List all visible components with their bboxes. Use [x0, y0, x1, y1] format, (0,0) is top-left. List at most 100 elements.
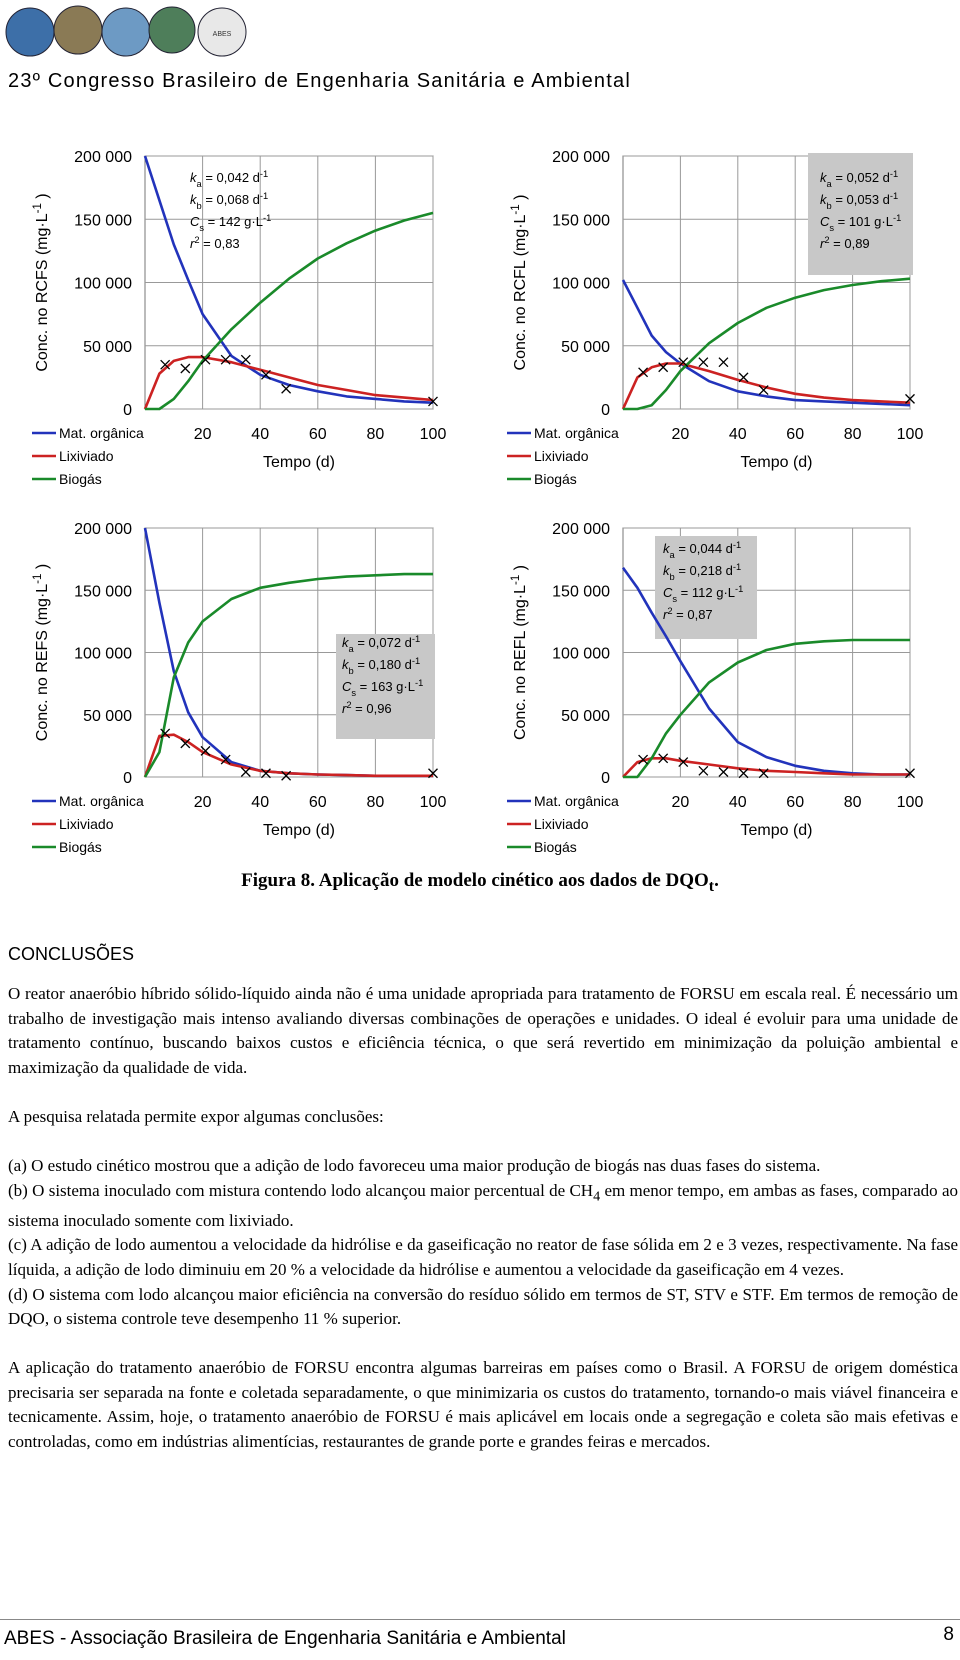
series-line — [143, 155, 434, 404]
text-run: r — [190, 236, 195, 251]
legend-label: Lixiviado — [59, 448, 114, 464]
text-run: ) — [34, 193, 51, 203]
y-tick-label: 200 000 — [74, 521, 132, 538]
paragraph: (c) A adição de lodo aumentou a velocida… — [8, 1233, 958, 1282]
annotation-line: kb = 0,068 d-1 — [190, 191, 268, 211]
annotation-line: Cs = 112 g·L-1 — [663, 584, 743, 604]
text-run: s — [351, 688, 356, 698]
text-run: -1 — [890, 191, 898, 201]
series-line — [623, 638, 910, 779]
text-run: = 0,96 — [352, 701, 392, 716]
observed-point — [718, 357, 729, 368]
text-run: (d) O sistema com lodo alcançou maior ef… — [8, 1284, 958, 1329]
text-run: (b) O sistema inoculado com mistura cont… — [8, 1180, 594, 1200]
annotation-line: kb = 0,180 d-1 — [342, 656, 420, 676]
annotation-line: Cs = 163 g·L-1 — [342, 678, 423, 698]
text-run: a — [349, 644, 355, 654]
observed-point — [738, 372, 749, 383]
x-tick-label: 20 — [194, 794, 212, 811]
y-tick-label: 0 — [123, 402, 132, 419]
legend-label: Lixiviado — [534, 448, 589, 464]
text-run: r — [342, 701, 347, 716]
paragraph: (a) O estudo cinético mostrou que a adiç… — [8, 1154, 958, 1179]
x-tick-label: 60 — [786, 794, 804, 811]
annotation-line: ka = 0,044 d-1 — [663, 540, 741, 560]
text-block: O reator anaeróbio híbrido sólido-líquid… — [8, 982, 958, 1080]
observed-point — [758, 385, 769, 395]
text-run: -1 — [32, 203, 44, 213]
text-run: O reator anaeróbio híbrido sólido-líquid… — [8, 984, 958, 1077]
observed-point — [905, 768, 915, 779]
text-run: -1 — [510, 204, 522, 214]
text-run: -1 — [412, 656, 420, 666]
y-tick-label: 200 000 — [74, 149, 132, 166]
text-run: = 0,87 — [673, 607, 713, 622]
observed-point — [698, 357, 709, 368]
observed-point — [200, 745, 211, 756]
x-tick-label: 20 — [194, 426, 212, 443]
paragraph: O reator anaeróbio híbrido sólido-líquid… — [8, 982, 958, 1080]
svg-text:ABES: ABES — [213, 31, 232, 38]
y-tick-label: 0 — [601, 402, 610, 419]
observed-point — [281, 770, 292, 781]
text-run: Conc. no RCFS (mg·L — [34, 213, 51, 371]
y-axis-label: Conc. no RCFL (mg·L-1 ) — [510, 195, 529, 371]
text-run: = 101 g·L — [834, 214, 893, 229]
observed-point — [261, 768, 271, 779]
y-tick-label: 0 — [601, 770, 610, 787]
observed-point — [220, 754, 231, 765]
text-run: (a) O estudo cinético mostrou que a adiç… — [8, 1156, 821, 1176]
x-tick-label: 60 — [786, 426, 804, 443]
observed-point — [678, 357, 689, 368]
observed-point — [658, 753, 669, 764]
text-run: b — [197, 201, 202, 211]
text-run: -1 — [260, 169, 268, 179]
text-run: k — [342, 657, 350, 672]
text-run: s — [672, 594, 677, 604]
text-run: = 112 g·L — [677, 585, 735, 600]
x-axis-label: Tempo (d) — [263, 822, 335, 839]
x-tick-label: 40 — [251, 426, 269, 443]
x-tick-label: 100 — [420, 426, 447, 443]
x-tick-label: 80 — [367, 426, 385, 443]
x-tick-label: 100 — [897, 794, 924, 811]
x-tick-label: 100 — [420, 794, 447, 811]
text-block: A aplicação do tratamento anaeróbio de F… — [8, 1356, 958, 1454]
text-run: = 0,052 d — [832, 170, 890, 185]
legend-label: Biogás — [59, 471, 102, 487]
text-run: b — [670, 572, 675, 582]
x-tick-label: 40 — [729, 426, 747, 443]
y-tick-label: 150 000 — [552, 583, 610, 600]
paragraph: (b) O sistema inoculado com mistura cont… — [8, 1179, 958, 1234]
logo: ABES — [5, 5, 247, 57]
text-run: = 0,053 d — [832, 192, 890, 207]
x-tick-label: 80 — [844, 794, 862, 811]
text-run: -1 — [733, 540, 741, 550]
text-run: r — [663, 607, 668, 622]
y-tick-label: 200 000 — [552, 149, 610, 166]
observed-point — [200, 354, 211, 365]
y-tick-label: 100 000 — [552, 646, 610, 663]
observed-point — [281, 383, 292, 394]
observed-point — [758, 768, 769, 779]
series-line — [143, 355, 434, 410]
legend-label: Mat. orgânica — [534, 425, 619, 441]
annotation-box — [336, 634, 435, 739]
annotation-line: ka = 0,042 d-1 — [190, 169, 268, 189]
series-line — [145, 211, 434, 411]
x-tick-label: 80 — [844, 426, 862, 443]
text-run: s — [829, 223, 834, 233]
text-run: ) — [512, 195, 529, 205]
text-run: Conc. no REFS (mg·L — [34, 584, 51, 741]
y-tick-label: 50 000 — [83, 708, 132, 725]
observed-point — [160, 359, 171, 370]
annotation-line: ka = 0,072 d-1 — [342, 634, 420, 654]
text-run: k — [820, 170, 828, 185]
y-axis-label: Conc. no REFL (mg·L-1 ) — [510, 565, 529, 740]
x-tick-label: 20 — [672, 426, 690, 443]
y-tick-label: 50 000 — [83, 339, 132, 356]
x-axis-label: Tempo (d) — [740, 454, 812, 471]
observed-point — [738, 768, 749, 779]
text-run: em menor tempo, em ambas as fases, compa… — [8, 1180, 958, 1230]
